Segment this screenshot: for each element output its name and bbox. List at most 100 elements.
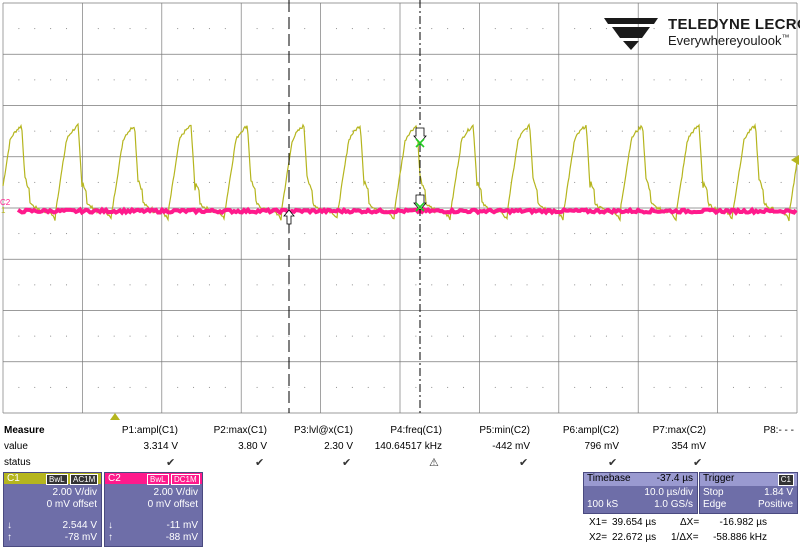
- grid-dot: [97, 79, 99, 81]
- grid-dot: [462, 28, 465, 30]
- grid-dot: [685, 386, 687, 388]
- grid-dot: [145, 386, 147, 388]
- channel-c1-tag-coupling: AC1M: [70, 474, 99, 485]
- param-name-p5[interactable]: P5:min(C2): [479, 425, 530, 436]
- grid-dot: [605, 284, 607, 286]
- grid-dot: [526, 233, 528, 235]
- param-status-p6: ✔: [608, 457, 618, 469]
- grid-dot: [431, 79, 433, 81]
- cursor-x1-marker-ch1[interactable]: [413, 127, 427, 148]
- grid-dot: [208, 130, 210, 132]
- grid-dot: [256, 79, 258, 81]
- grid-dot: [431, 335, 433, 337]
- grid-dot: [510, 284, 512, 286]
- grid-dot: [65, 335, 68, 337]
- grid-dot: [351, 335, 353, 337]
- param-name-p7[interactable]: P7:max(C2): [652, 425, 706, 436]
- grid-dot: [65, 284, 68, 286]
- grid-dot: [97, 233, 99, 235]
- grid-dot: [34, 284, 36, 286]
- grid-dot: [732, 79, 735, 81]
- grid-dot: [65, 28, 68, 30]
- grid-dot: [34, 233, 36, 235]
- trigger-header: Trigger C1: [700, 473, 797, 486]
- grid-dot: [780, 284, 782, 286]
- grid-dot: [621, 130, 623, 132]
- grid-dot: [208, 28, 210, 30]
- param-status-p5: ✔: [519, 457, 529, 469]
- param-name-p6[interactable]: P6:ampl(C2): [562, 425, 619, 436]
- grid-dot: [542, 79, 544, 81]
- cursor-x2-marker[interactable]: [283, 209, 295, 225]
- brand-trademark: ™: [781, 33, 790, 42]
- grid-dot: [462, 130, 465, 132]
- grid-dot: [18, 233, 20, 235]
- timebase-descriptor[interactable]: Timebase -37.4 µs 10.0 µs/div 100 kS 1.0…: [583, 472, 698, 514]
- grid-dot: [383, 130, 385, 132]
- grid-dot: [701, 386, 703, 388]
- grid-dot: [177, 386, 179, 388]
- param-value-p2: 3.80 V: [238, 441, 267, 452]
- grid-dot: [288, 181, 290, 183]
- grid-dot: [621, 386, 623, 388]
- param-name-p1[interactable]: P1:ampl(C1): [121, 425, 178, 436]
- grid-dot: [526, 181, 528, 183]
- grid-dot: [50, 79, 52, 81]
- channel-c2-descriptor[interactable]: C2 BwL DC1M 2.00 V/div 0 mV offset ↓ -11…: [104, 472, 203, 547]
- channel-1-ground-marker[interactable]: 1: [1, 206, 6, 215]
- brand-tagline: Everywhereyoulook™: [668, 33, 789, 48]
- grid-dot: [415, 386, 417, 388]
- grid-dot: [431, 284, 433, 286]
- trigger-position-marker[interactable]: [110, 413, 120, 420]
- grid-dot: [574, 28, 576, 30]
- channel-2-ground-marker[interactable]: C2: [0, 198, 11, 207]
- grid-dot: [574, 130, 576, 132]
- grid-dot: [335, 284, 338, 286]
- grid-dot: [304, 386, 306, 388]
- trigger-slope: Positive: [757, 499, 793, 510]
- grid-dot: [256, 130, 258, 132]
- grid-dot: [462, 386, 465, 388]
- grid-dot: [590, 233, 592, 235]
- channel-c1-vdiv: 2.00 V/div: [52, 487, 97, 498]
- grid-dot: [34, 79, 36, 81]
- scope-graticule[interactable]: C2 1: [0, 0, 800, 420]
- grid-dot: [447, 233, 449, 235]
- grid-dot: [272, 284, 274, 286]
- cursor-x2-label: X2=: [589, 532, 608, 543]
- grid-dot: [732, 28, 735, 30]
- measure-title[interactable]: Measure: [4, 425, 45, 436]
- grid-dot: [605, 233, 607, 235]
- param-name-p8[interactable]: P8:- - -: [763, 425, 794, 436]
- grid-dot: [653, 233, 655, 235]
- grid-dot: [34, 130, 36, 132]
- grid-dot: [65, 233, 68, 235]
- param-name-p2[interactable]: P2:max(C1): [213, 425, 267, 436]
- trigger-descriptor[interactable]: Trigger C1 Stop 1.84 V Edge Positive: [699, 472, 798, 514]
- grid-dot: [494, 79, 496, 81]
- grid-dot: [224, 386, 226, 388]
- channel-c2-cursor-up-icon: ↑: [108, 532, 113, 543]
- grid-dot: [65, 130, 68, 132]
- param-name-p3[interactable]: P3:lvl@x(C1): [293, 425, 353, 436]
- waveforms: [2, 122, 798, 222]
- channel-c1-tag-bwl: BwL: [46, 474, 68, 485]
- grid-dot: [367, 335, 369, 337]
- grid-dot: [97, 181, 99, 183]
- grid-dot: [193, 284, 195, 286]
- trigger-level-marker[interactable]: [791, 155, 799, 165]
- grid-dot: [431, 28, 433, 30]
- grid-dot: [145, 335, 147, 337]
- grid-dot: [526, 386, 528, 388]
- cursor-x1-marker-ch2[interactable]: [413, 194, 427, 212]
- grid-dot: [701, 233, 703, 235]
- param-name-p4[interactable]: P4:freq(C1): [390, 425, 442, 436]
- grid-dot: [542, 181, 544, 183]
- grid-dot: [34, 28, 36, 30]
- param-value-p7: 354 mV: [671, 441, 706, 452]
- grid-dot: [145, 233, 147, 235]
- grid-dot: [177, 79, 179, 81]
- channel-c1-descriptor[interactable]: C1 BwL AC1M 2.00 V/div 0 mV offset ↓ 2.5…: [3, 472, 102, 547]
- grid-dot: [351, 130, 353, 132]
- grid-dot: [605, 181, 607, 183]
